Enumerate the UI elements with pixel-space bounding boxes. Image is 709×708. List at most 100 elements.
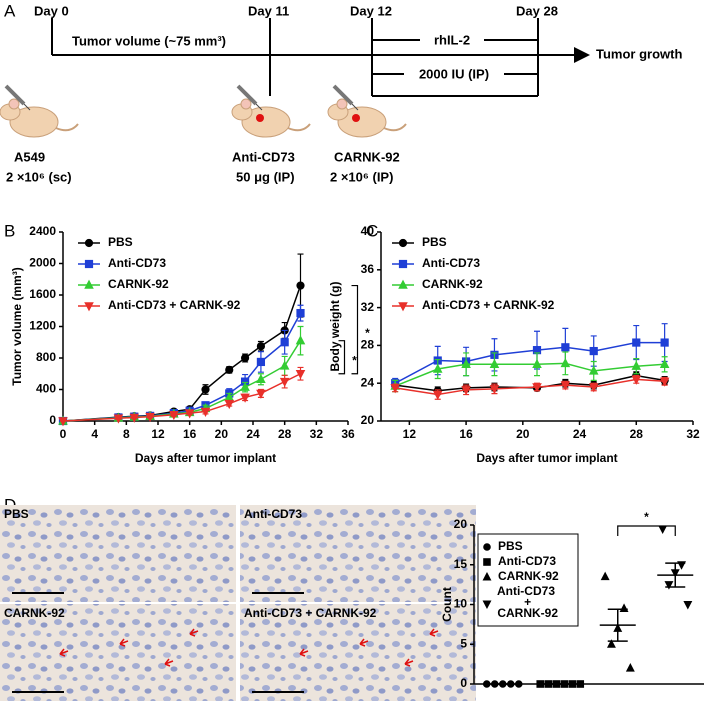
x-tick-label: 20	[215, 427, 229, 441]
marker	[201, 385, 210, 394]
legend-label: PBS	[422, 235, 447, 249]
x-axis-title: Days after tumor implant	[476, 451, 617, 465]
marker	[660, 338, 669, 347]
marker	[561, 343, 570, 352]
marker	[296, 309, 305, 318]
histology-image	[0, 604, 236, 701]
marker	[461, 386, 471, 396]
arrow	[404, 658, 414, 667]
mice	[0, 84, 407, 138]
marker	[659, 358, 670, 369]
y-tick-label: 40	[361, 224, 375, 238]
y-tick-label: 36	[361, 262, 375, 276]
significance-bracket	[351, 284, 359, 375]
marker	[256, 342, 266, 351]
marker	[295, 335, 306, 345]
marker	[631, 360, 642, 370]
injection-name: CARNK-92	[334, 149, 400, 164]
mouse-body	[9, 106, 59, 138]
histology: PBS Anti-CD73 CARNK-92 Anti-CD73 + CARNK-92	[0, 505, 476, 701]
needle	[351, 103, 359, 111]
arrow	[359, 638, 369, 647]
sem-bar	[665, 562, 686, 588]
marker	[489, 385, 500, 395]
marker	[589, 346, 598, 356]
dose-label: 2000 IU (IP)	[419, 66, 489, 81]
y-tick-label: 2400	[29, 224, 56, 238]
legend-box	[477, 533, 579, 627]
x-tick-label: 28	[630, 427, 644, 441]
image-label: Anti-CD73 + CARNK-92	[244, 606, 377, 620]
marker	[398, 259, 408, 269]
marker	[390, 384, 400, 394]
marker	[532, 383, 542, 393]
y-tick-label: 0	[49, 413, 56, 427]
needle	[23, 103, 31, 111]
legend-label: Anti-CD73 + CARNK-92	[422, 298, 555, 312]
marker	[200, 407, 211, 417]
mouse-ear	[336, 98, 348, 110]
x-tick-label: 8	[123, 427, 130, 441]
arrow	[59, 648, 69, 657]
marker	[658, 525, 668, 535]
x-tick-label: 32	[310, 427, 324, 441]
marker	[145, 412, 155, 423]
arrow	[119, 638, 129, 647]
legend-label: Anti-CD73	[108, 256, 166, 270]
day-label: Day 11	[248, 3, 289, 18]
arrow	[429, 628, 439, 637]
mouse-ear	[240, 98, 252, 110]
marker	[84, 238, 94, 248]
y-tick-label: 10	[454, 597, 468, 611]
marker	[588, 365, 599, 375]
legend-label: Anti-CD73 + CARNK-92	[494, 584, 558, 620]
x-tick-label: 4	[91, 427, 98, 441]
legend-label: CARNK-92	[498, 569, 559, 583]
marker	[113, 414, 124, 424]
marker	[659, 377, 670, 387]
x-tick-label: 24	[573, 427, 587, 441]
marker	[224, 399, 235, 410]
phase-label: Tumor volume (~75 mm³)	[72, 33, 226, 48]
y-tick-label: 800	[36, 350, 56, 364]
mouse-tail	[383, 123, 407, 132]
sem-bar	[607, 608, 628, 642]
syringe	[332, 84, 354, 106]
panel-label: A	[4, 1, 16, 20]
syringe	[236, 84, 258, 106]
arrow	[299, 648, 309, 657]
arrow	[189, 628, 199, 637]
timeline: A Day 0 Day 11 Day 12 Day 28 Tumor volum…	[0, 1, 682, 184]
marker	[296, 281, 305, 290]
y-tick-label: 32	[361, 300, 375, 314]
image-label: CARNK-92	[4, 606, 65, 620]
marker	[532, 358, 542, 369]
label-bg	[420, 32, 484, 48]
y-tick-label: 24	[361, 375, 375, 389]
label-bg	[404, 66, 504, 82]
marker	[279, 360, 290, 370]
marker	[279, 377, 290, 388]
y-tick-label: 400	[36, 382, 56, 396]
injection-dose: 50 μg (IP)	[236, 169, 295, 184]
injection-name: Anti-CD73	[232, 149, 295, 164]
mouse-ear	[8, 98, 20, 110]
significance-label: *	[365, 326, 370, 340]
mouse-body	[241, 106, 291, 138]
marker	[631, 375, 642, 385]
y-tick-label: 0	[460, 676, 467, 690]
y-tick-label: 2000	[29, 256, 56, 270]
y-axis-title: Tumor volume (mm³)	[10, 267, 24, 385]
x-tick-label: 16	[183, 427, 197, 441]
significance-bracket	[617, 525, 676, 536]
marker	[432, 363, 443, 373]
marker	[240, 353, 250, 363]
syringe	[4, 84, 26, 106]
marker	[664, 581, 674, 590]
marker	[588, 383, 599, 393]
mouse-tail	[55, 123, 79, 132]
marker	[398, 302, 408, 312]
x-axis-title: Days after tumor implant	[135, 451, 276, 465]
y-tick-label: 28	[361, 338, 375, 352]
panel-label: C	[366, 221, 378, 240]
